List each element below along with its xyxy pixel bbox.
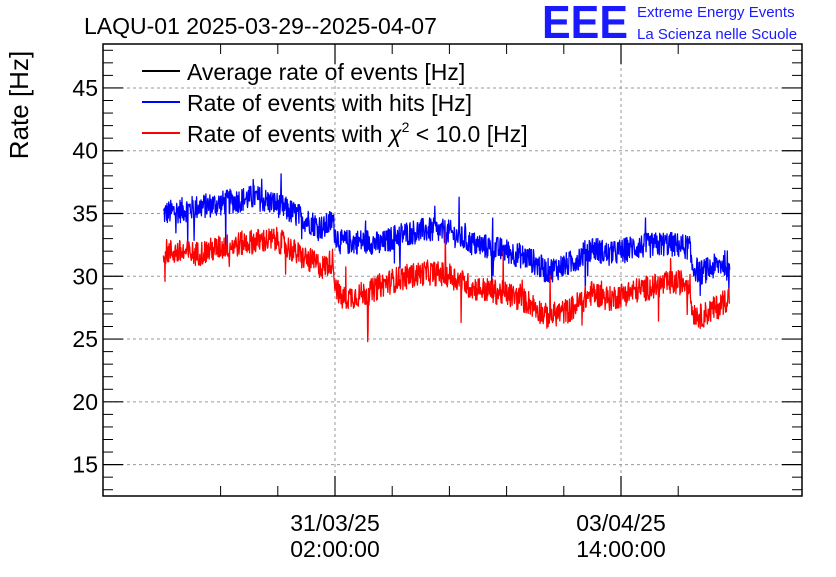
series-group	[162, 173, 731, 343]
org-name-line2: La Scienza nelle Scuole	[637, 26, 797, 43]
y-tick-label: 35	[72, 201, 98, 227]
grid	[103, 44, 802, 496]
legend-label-chi2-symbol: χ	[387, 121, 402, 147]
y-axis-label: Rate [Hz]	[4, 51, 34, 159]
chart-title: LAQU-01 2025-03-29--2025-04-07	[84, 13, 437, 39]
legend: Average rate of events [Hz] Rate of even…	[142, 59, 528, 147]
legend-label-chi2: Rate of events with χ2 < 10.0 [Hz]	[187, 119, 528, 147]
x-tick-label-date: 03/04/25	[576, 510, 666, 536]
eee-logo: EEE Extreme Energy Events La Scienza nel…	[542, 0, 797, 48]
y-tick-label: 40	[72, 138, 98, 164]
y-tick-label: 45	[72, 75, 98, 101]
x-tick-label-date: 31/03/25	[290, 510, 380, 536]
org-name-line1: Extreme Energy Events	[637, 4, 795, 21]
eee-logo-text: EEE	[542, 0, 628, 48]
y-tick-label: 20	[72, 389, 98, 415]
x-tick-label-time: 14:00:00	[576, 536, 666, 562]
plot-frame	[102, 43, 803, 497]
legend-label-hits: Rate of events with hits [Hz]	[187, 90, 472, 116]
legend-label-chi2-pre: Rate of events with	[187, 121, 389, 147]
y-tick-label: 30	[72, 263, 98, 289]
y-tick-label: 25	[72, 326, 98, 352]
x-tick-label-time: 02:00:00	[290, 536, 380, 562]
legend-label-chi2-sup: 2	[402, 119, 410, 135]
series-line-hits	[162, 173, 731, 297]
y-tick-label: 15	[72, 452, 98, 478]
legend-label-average: Average rate of events [Hz]	[187, 59, 465, 85]
legend-label-chi2-post: < 10.0 [Hz]	[409, 121, 527, 147]
series-line-chi2	[162, 226, 731, 343]
